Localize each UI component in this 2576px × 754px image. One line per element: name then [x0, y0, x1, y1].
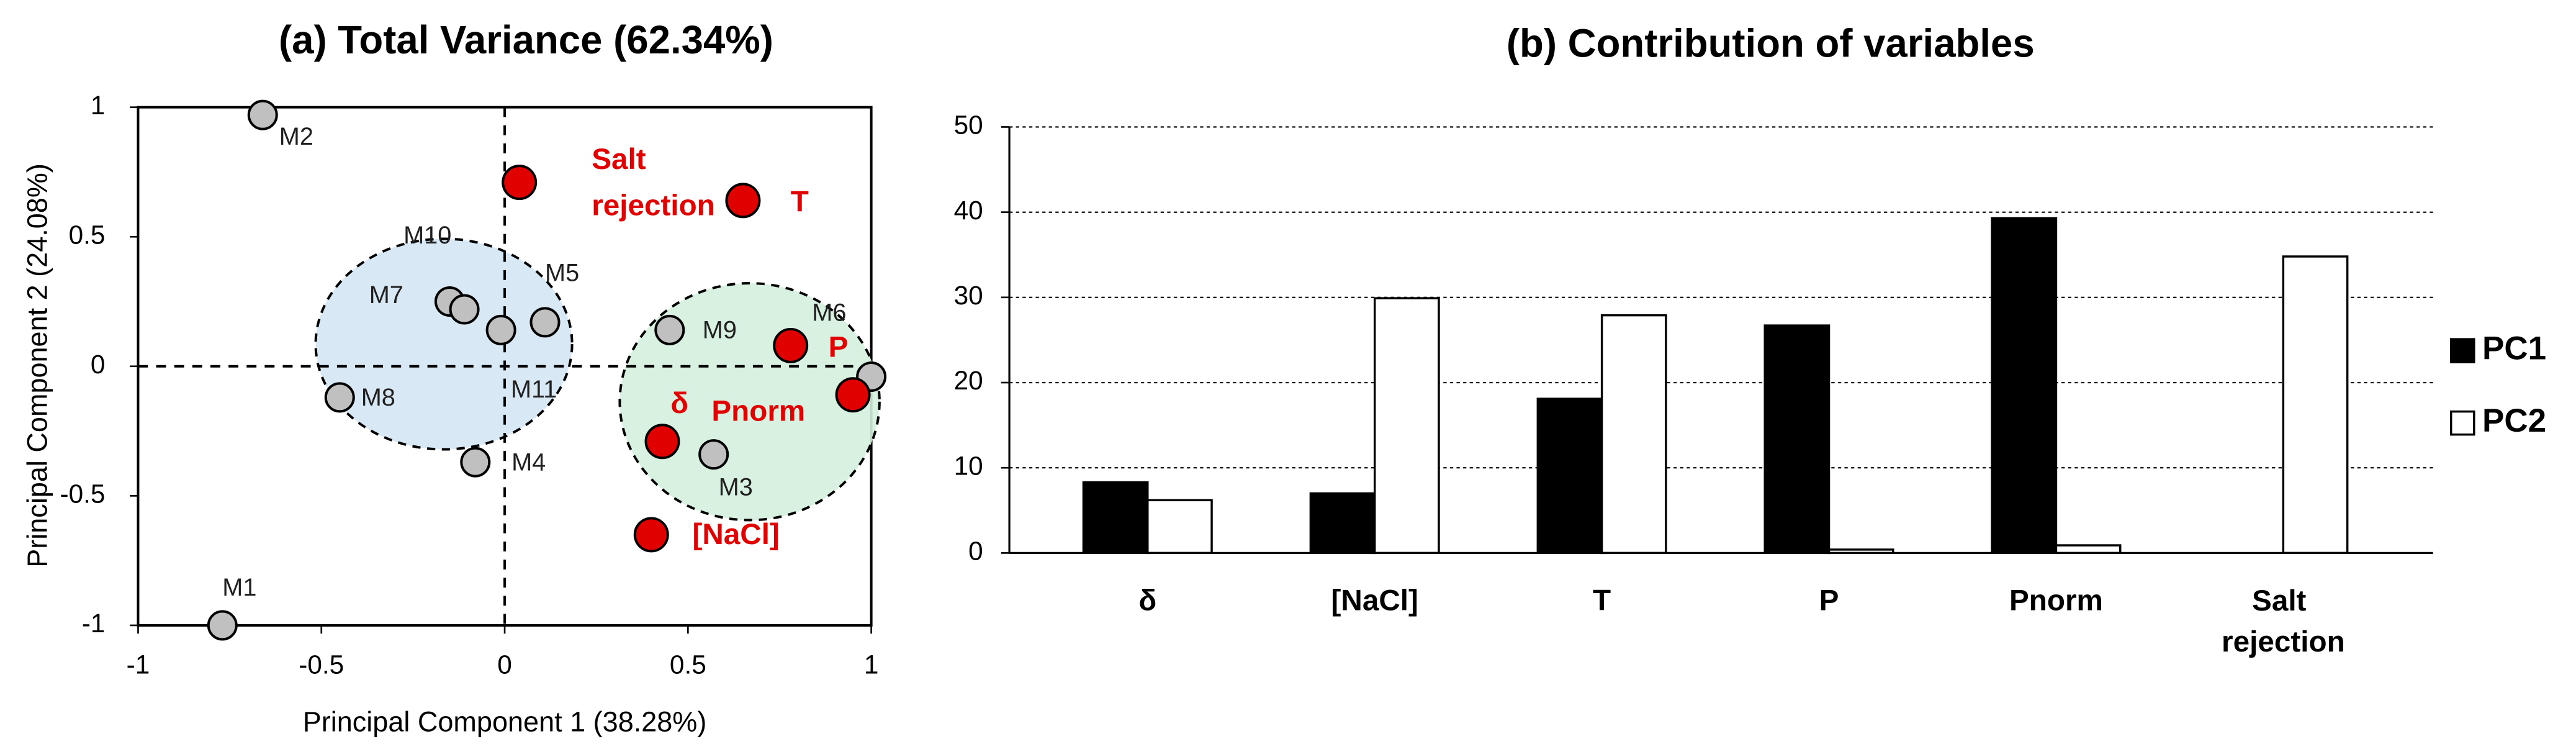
point: [698, 439, 729, 470]
x-tick-label: [NaCl]: [1331, 584, 1418, 617]
legend-swatch: [2450, 410, 2475, 436]
cluster: [314, 237, 574, 451]
chart-title: (b) Contribution of variables: [1506, 21, 2035, 65]
y-tick-label: 0.5: [69, 220, 106, 249]
bar: [2055, 544, 2122, 555]
point-label: M1: [222, 574, 256, 601]
point-label: Salt rejection: [592, 143, 715, 222]
x-tick-label: 0.5: [670, 650, 706, 679]
bar: [1373, 297, 1440, 555]
point-label: P: [829, 330, 849, 363]
bar: [1146, 499, 1213, 555]
x-tick-label: δ: [1138, 584, 1156, 617]
y-tick-label: -0.5: [60, 479, 105, 509]
point: [654, 314, 685, 345]
x-tick-label: P: [1819, 584, 1839, 617]
y-axis-label: Principal Component 2 (24.08%): [21, 163, 53, 568]
point: [725, 183, 761, 219]
legend-label: PC2: [2482, 402, 2546, 439]
x-axis-label: Principal Component 1 (38.28%): [303, 706, 707, 738]
point-label: M3: [719, 474, 753, 501]
y-tick-label: 20: [954, 366, 983, 395]
point-label: M11: [511, 376, 557, 403]
point-label: T: [791, 186, 809, 219]
y-tick-label: 1: [91, 91, 106, 120]
y-tick-label: 10: [954, 451, 983, 480]
point: [207, 610, 238, 641]
point-label: M6: [812, 299, 846, 326]
point: [449, 294, 480, 325]
point: [644, 424, 680, 460]
legend-swatch: [2450, 338, 2475, 363]
point-label: δ: [670, 387, 688, 420]
bar: [1600, 314, 1667, 555]
chart-title: (a) Total Variance (62.34%): [279, 18, 773, 62]
y-tick-label: 30: [954, 281, 983, 310]
y-tick-label: -1: [82, 609, 106, 638]
point: [502, 165, 538, 201]
point: [324, 382, 355, 413]
y-tick-label: 40: [954, 196, 983, 225]
bar: [2282, 255, 2349, 555]
y-tick-label: 0: [91, 350, 106, 379]
point-label: M4: [511, 448, 546, 476]
bar: [1309, 492, 1376, 555]
bar: [1763, 324, 1831, 555]
point-label: M10: [403, 222, 451, 249]
cluster: [618, 282, 881, 522]
point-label: M8: [361, 384, 395, 411]
point-label: [NaCl]: [692, 518, 779, 551]
point-label: M2: [279, 123, 313, 150]
point: [460, 447, 491, 478]
point: [773, 327, 809, 363]
bar: [1991, 217, 2058, 555]
y-tick-label: 50: [954, 111, 983, 140]
legend-label: PC1: [2482, 330, 2546, 367]
x-tick-label: 0: [497, 650, 512, 679]
point: [529, 307, 561, 338]
point: [247, 99, 278, 130]
x-tick-label: -0.5: [299, 650, 344, 679]
point: [835, 377, 871, 413]
x-tick-label: Salt rejection: [2222, 584, 2345, 658]
point: [485, 314, 516, 345]
point: [633, 517, 669, 553]
point-label: M5: [545, 260, 579, 287]
point-label: M7: [369, 281, 403, 309]
y-tick-label: 0: [968, 537, 983, 566]
x-tick-label: Pnorm: [2009, 584, 2103, 617]
x-tick-label: T: [1593, 584, 1611, 617]
point-label: Pnorm: [711, 394, 805, 427]
point-label: M9: [703, 317, 737, 344]
bar: [1082, 481, 1149, 555]
x-tick-label: 1: [864, 650, 879, 679]
x-tick-label: -1: [127, 650, 150, 679]
bar: [1536, 397, 1603, 555]
